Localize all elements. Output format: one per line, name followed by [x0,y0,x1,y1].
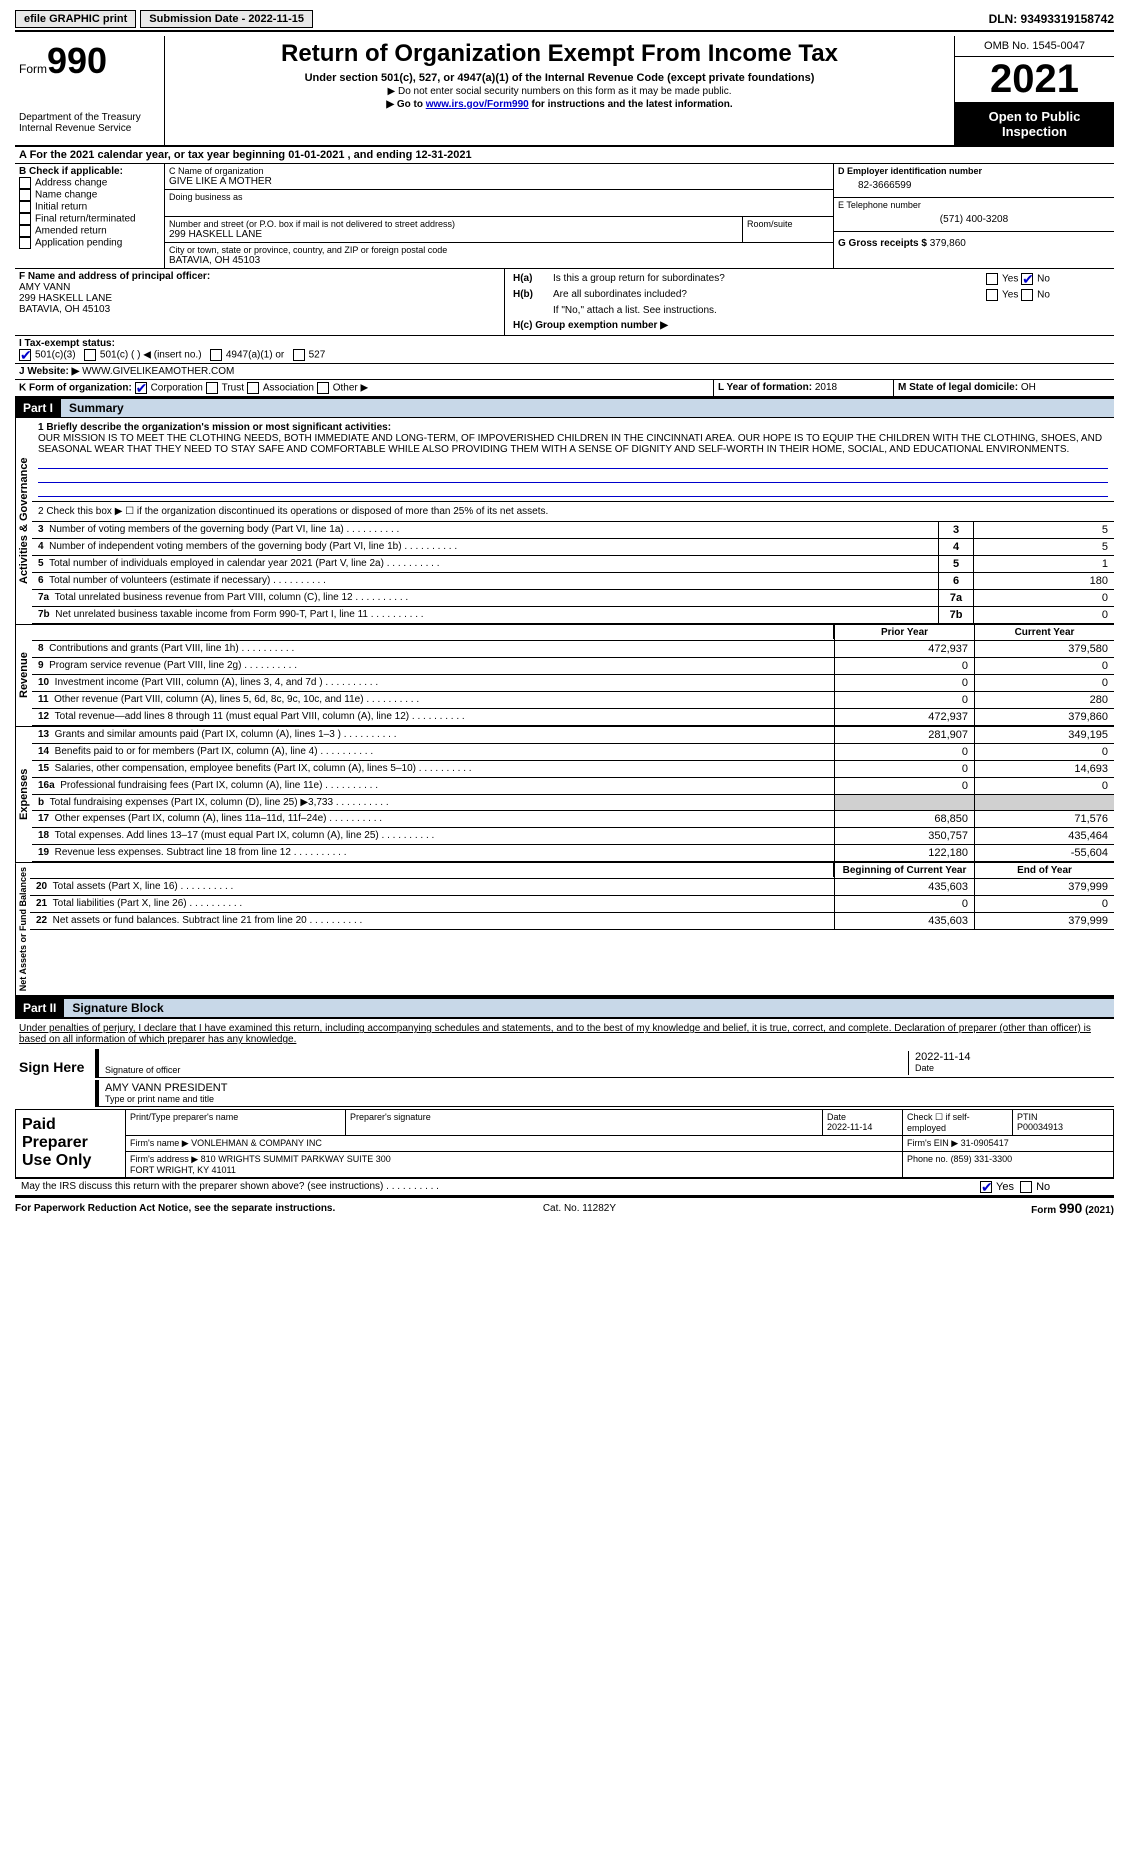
row-9: 9 Program service revenue (Part VIII, li… [32,658,1114,675]
col-header-net: Beginning of Current Year End of Year [30,863,1114,879]
form-number: Form990 [19,40,160,82]
gov-row-7b: 7b Net unrelated business taxable income… [32,607,1114,624]
note2: ▶ Go to www.irs.gov/Form990 for instruct… [169,99,950,110]
dln-label: DLN: 93493319158742 [989,12,1114,26]
gov-row-7a: 7a Total unrelated business revenue from… [32,590,1114,607]
checkbox-initial[interactable] [19,201,31,213]
tax-year: 2021 [955,57,1114,103]
cb-irs-yes[interactable] [980,1181,992,1193]
gov-row-3: 3 Number of voting members of the govern… [32,522,1114,539]
section-a: A For the 2021 calendar year, or tax yea… [15,147,1114,164]
row-15: 15 Salaries, other compensation, employe… [32,761,1114,778]
row-13: 13 Grants and similar amounts paid (Part… [32,727,1114,744]
row-20: 20 Total assets (Part X, line 16) 435,60… [30,879,1114,896]
sign-here-block: Sign Here Signature of officer 2022-11-1… [15,1049,1114,1109]
gov-row-5: 5 Total number of individuals employed i… [32,556,1114,573]
row-21: 21 Total liabilities (Part X, line 26) 0… [30,896,1114,913]
vert-governance: Activities & Governance [15,418,32,624]
efile-button[interactable]: efile GRAPHIC print [15,10,136,28]
omb-number: OMB No. 1545-0047 [955,36,1114,57]
section-i: I Tax-exempt status: 501(c)(3) 501(c) ( … [15,336,1114,363]
line2: 2 Check this box ▶ ☐ if the organization… [32,502,1114,522]
section-c: C Name of organization GIVE LIKE A MOTHE… [165,164,834,268]
open-inspection: Open to Public Inspection [955,103,1114,145]
row-16a: 16a Professional fundraising fees (Part … [32,778,1114,795]
dept-label: Department of the Treasury Internal Reve… [19,112,160,134]
may-irs-row: May the IRS discuss this return with the… [15,1178,1114,1196]
gov-row-6: 6 Total number of volunteers (estimate i… [32,573,1114,590]
checkbox-final[interactable] [19,213,31,225]
ha-yes[interactable] [986,273,998,285]
col-header-rev: Prior Year Current Year [32,625,1114,641]
mission-block: 1 Briefly describe the organization's mi… [32,418,1114,502]
section-b: B Check if applicable: Address change Na… [15,164,165,268]
cb-irs-no[interactable] [1020,1181,1032,1193]
section-h: H(a) Is this a group return for subordin… [505,269,1114,335]
phone: (571) 400-3208 [838,210,1110,229]
checkbox-address[interactable] [19,177,31,189]
section-m: M State of legal domicile: OH [894,380,1114,396]
part1-header: Part I Summary [15,397,1114,418]
cb-corp[interactable] [135,382,147,394]
hb-yes[interactable] [986,289,998,301]
section-l: L Year of formation: 2018 [714,380,894,396]
ha-no[interactable] [1021,273,1033,285]
cb-trust[interactable] [206,382,218,394]
section-k: K Form of organization: Corporation Trus… [15,380,714,396]
checkbox-name[interactable] [19,189,31,201]
cb-4947[interactable] [210,349,222,361]
section-deg: D Employer identification number 82-3666… [834,164,1114,268]
section-f: F Name and address of principal officer:… [15,269,505,335]
irs-link[interactable]: www.irs.gov/Form990 [426,99,529,110]
top-bar: efile GRAPHIC print Submission Date - 20… [15,10,1114,32]
row-10: 10 Investment income (Part VIII, column … [32,675,1114,692]
row-18: 18 Total expenses. Add lines 13–17 (must… [32,828,1114,845]
row-14: 14 Benefits paid to or for members (Part… [32,744,1114,761]
street: 299 HASKELL LANE [169,229,738,240]
section-j: J Website: ▶ WWW.GIVELIKEAMOTHER.COM [15,364,1114,379]
gov-row-4: 4 Number of independent voting members o… [32,539,1114,556]
cb-501c[interactable] [84,349,96,361]
vert-revenue: Revenue [15,625,32,726]
form-title: Return of Organization Exempt From Incom… [169,40,950,68]
org-name: GIVE LIKE A MOTHER [169,176,829,187]
gross-receipts: 379,860 [930,238,966,249]
row-12: 12 Total revenue—add lines 8 through 11 … [32,709,1114,726]
cb-527[interactable] [293,349,305,361]
row-17: 17 Other expenses (Part IX, column (A), … [32,811,1114,828]
cb-other[interactable] [317,382,329,394]
form-header: Form990 Department of the Treasury Inter… [15,36,1114,147]
row-8: 8 Contributions and grants (Part VIII, l… [32,641,1114,658]
checkbox-amended[interactable] [19,225,31,237]
hb-no[interactable] [1021,289,1033,301]
declaration: Under penalties of perjury, I declare th… [15,1018,1114,1049]
vert-expenses: Expenses [15,727,32,862]
submission-button[interactable]: Submission Date - 2022-11-15 [140,10,313,28]
city: BATAVIA, OH 45103 [169,255,829,266]
row-19: 19 Revenue less expenses. Subtract line … [32,845,1114,862]
cb-assoc[interactable] [247,382,259,394]
cb-501c3[interactable] [19,349,31,361]
form-subtitle: Under section 501(c), 527, or 4947(a)(1)… [169,72,950,84]
note1: ▶ Do not enter social security numbers o… [169,86,950,97]
paid-preparer-block: Paid Preparer Use Only Print/Type prepar… [15,1109,1114,1178]
row-22: 22 Net assets or fund balances. Subtract… [30,913,1114,930]
part2-header: Part II Signature Block [15,997,1114,1018]
checkbox-pending[interactable] [19,237,31,249]
footer: For Paperwork Reduction Act Notice, see … [15,1196,1114,1216]
ein: 82-3666599 [838,176,1110,195]
row-b: b Total fundraising expenses (Part IX, c… [32,795,1114,811]
vert-netassets: Net Assets or Fund Balances [15,863,30,995]
row-11: 11 Other revenue (Part VIII, column (A),… [32,692,1114,709]
